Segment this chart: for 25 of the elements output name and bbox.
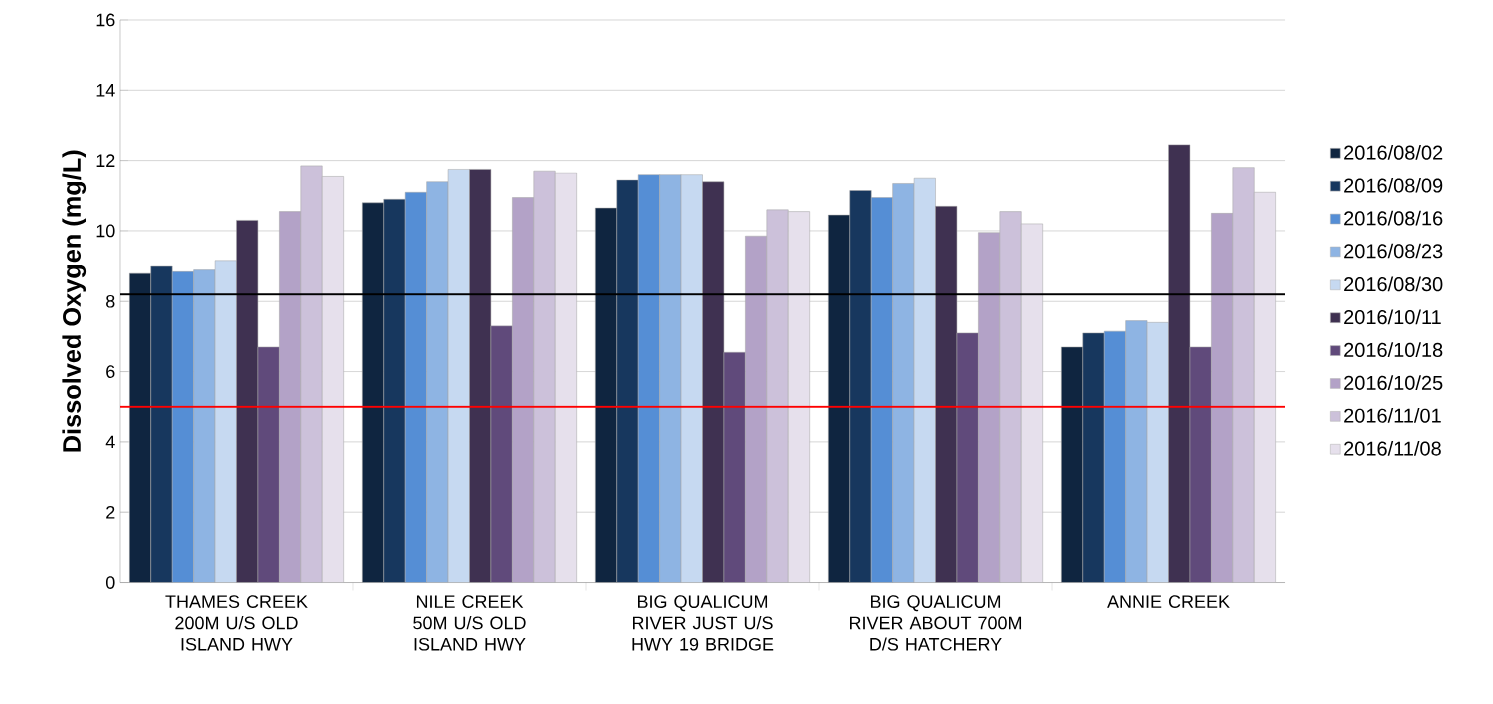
x-tick-label: BIG QUALICUM RIVER JUST U/S HWY 19 BRIDGE (632, 595, 774, 651)
legend-label: 2016/10/11 (1344, 309, 1441, 325)
y-tick-label: 14 (96, 84, 115, 97)
y-tick-label: 8 (106, 294, 115, 308)
x-tick-label: THAMES CREEK 200M U/S OLD ISLAND HWY (165, 595, 308, 651)
y-tick-label: 16 (96, 13, 115, 27)
legend-label: 2016/11/08 (1344, 441, 1441, 456)
legend-label: 2016/10/18 (1344, 342, 1443, 358)
legend-label: 2016/08/30 (1344, 276, 1443, 292)
legend-label: 2016/08/16 (1344, 210, 1443, 226)
legend-label: 2016/08/23 (1344, 243, 1443, 259)
x-tick-label: BIG QUALICUM RIVER ABOUT 700M D/S HATCHERY (850, 595, 1022, 651)
legend-label: 2016/11/01 (1344, 408, 1441, 423)
y-tick-label: 2 (106, 506, 115, 519)
legend-label: 2016/10/25 (1344, 375, 1443, 390)
legend-label: 2016/08/09 (1344, 178, 1443, 193)
x-tick-label: NILE CREEK 50M U/S OLD ISLAND HWY (413, 595, 526, 651)
y-tick-label: 10 (96, 224, 115, 238)
y-tick-label: 4 (105, 435, 115, 449)
y-tick-label: 12 (96, 154, 115, 167)
legend-label: 2016/08/02 (1344, 145, 1443, 160)
y-tick-label: 6 (106, 365, 115, 379)
y-axis-title: Dissolved Oxygen (mg/L) (62, 150, 87, 452)
x-tick-label: ANNIE CREEK (1107, 595, 1230, 609)
y-tick-label: 0 (105, 576, 115, 589)
